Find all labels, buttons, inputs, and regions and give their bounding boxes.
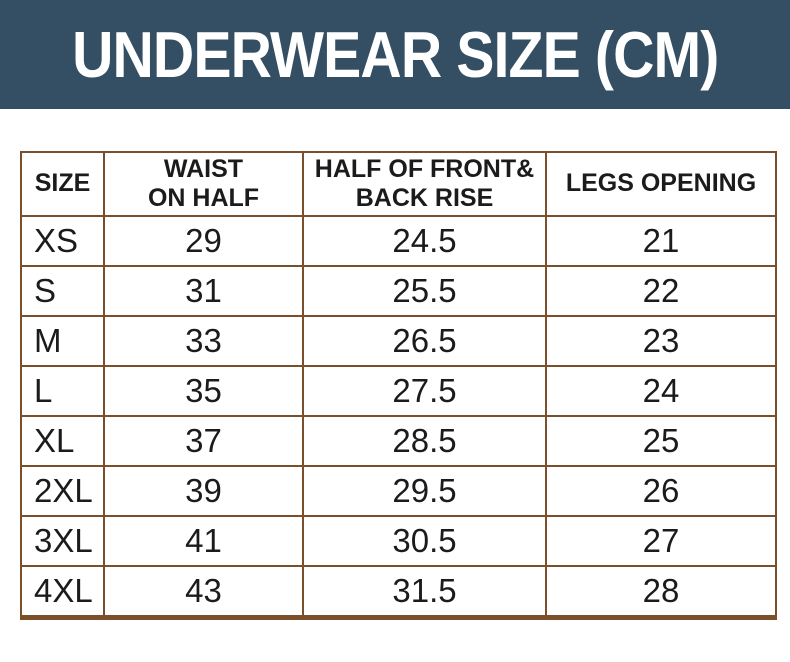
column-header-rise: HALF OF FRONT& BACK RISE [302,151,547,217]
waist-cell: 41 [103,515,304,567]
legs-cell: 27 [545,515,777,567]
waist-cell: 37 [103,415,304,467]
size-chart-table: SIZE WAIST ON HALF HALF OF FRONT& BACK R… [20,151,777,620]
rise-cell: 29.5 [302,465,547,517]
column-header-size: SIZE [20,151,105,217]
legs-cell: 28 [545,565,777,620]
rise-cell: 24.5 [302,215,547,267]
size-cell: XL [20,415,105,467]
waist-cell: 43 [103,565,304,620]
header-line: HALF OF FRONT& [314,154,535,183]
waist-cell: 29 [103,215,304,267]
size-cell: 2XL [20,465,105,517]
table-row: 2XL 39 29.5 26 [20,465,777,517]
rise-cell: 26.5 [302,315,547,367]
table-row: S 31 25.5 22 [20,265,777,317]
legs-cell: 26 [545,465,777,517]
column-header-waist: WAIST ON HALF [103,151,304,217]
header-line: BACK RISE [355,184,494,212]
header-line: LEGS OPENING [565,169,757,198]
rise-cell: 30.5 [302,515,547,567]
rise-cell: 31.5 [302,565,547,620]
waist-cell: 33 [103,315,304,367]
rise-cell: 25.5 [302,265,547,317]
column-header-legs: LEGS OPENING [545,151,777,217]
table-row: 4XL 43 31.5 28 [20,565,777,620]
waist-cell: 31 [103,265,304,317]
table-row: M 33 26.5 23 [20,315,777,367]
legs-cell: 22 [545,265,777,317]
size-cell: 3XL [20,515,105,567]
header-line: SIZE [34,169,91,198]
size-cell: XS [20,215,105,267]
page-title: UNDERWEAR SIZE (CM) [71,18,719,91]
size-cell: M [20,315,105,367]
size-cell: 4XL [20,565,105,620]
size-cell: S [20,265,105,317]
legs-cell: 25 [545,415,777,467]
table-row: 3XL 41 30.5 27 [20,515,777,567]
title-banner: UNDERWEAR SIZE (CM) [0,0,790,109]
table-row: L 35 27.5 24 [20,365,777,417]
rise-cell: 28.5 [302,415,547,467]
header-row: SIZE WAIST ON HALF HALF OF FRONT& BACK R… [20,151,777,217]
table-row: XL 37 28.5 25 [20,415,777,467]
header-line: ON HALF [147,184,260,212]
waist-cell: 35 [103,365,304,417]
size-cell: L [20,365,105,417]
legs-cell: 21 [545,215,777,267]
rise-cell: 27.5 [302,365,547,417]
legs-cell: 24 [545,365,777,417]
table-row: XS 29 24.5 21 [20,215,777,267]
waist-cell: 39 [103,465,304,517]
header-line: WAIST [163,154,244,183]
legs-cell: 23 [545,315,777,367]
